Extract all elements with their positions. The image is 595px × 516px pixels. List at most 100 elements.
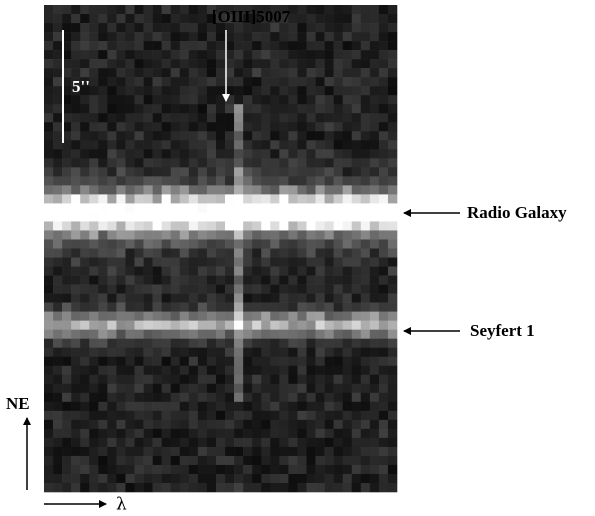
pixel [197,401,208,412]
pixel [360,248,371,258]
pixel [188,140,199,150]
pixel [378,428,389,439]
pixel [225,14,235,24]
pixel [360,176,371,186]
pixel [170,302,181,312]
pixel [324,401,334,412]
pixel [107,158,117,168]
pixel [279,32,289,42]
pixel [197,248,208,258]
pixel [360,113,371,123]
pixel [378,284,389,294]
pixel [170,230,181,240]
pixel [134,122,144,132]
pixel [360,86,371,96]
pixel [53,14,63,24]
pixel [252,401,262,412]
pixel [80,266,90,276]
pixel [387,14,398,24]
pixel [80,23,90,33]
pixel [342,473,353,484]
pixel [116,122,126,132]
pixel [261,302,271,312]
pixel [297,41,307,51]
pixel [143,428,153,439]
pixel [62,275,72,285]
pixel [197,464,208,475]
pixel [252,113,262,123]
dispersion-label: λ [116,495,127,515]
pixel [342,32,353,42]
pixel [324,23,334,33]
pixel [98,131,108,141]
pixel [71,401,81,412]
pixel [89,239,99,249]
pixel [152,464,162,475]
pixel [360,149,371,159]
pixel [161,293,172,303]
pixel [125,185,135,195]
pixel [324,167,334,177]
pixel [161,365,172,376]
pixel [270,419,280,430]
pixel [225,194,235,204]
pixel [143,59,153,69]
pixel [351,248,362,258]
pixel [378,23,389,33]
pixel [62,131,72,141]
pixel [234,239,244,249]
pixel [225,410,235,421]
pixel [62,50,72,60]
pixel [71,230,81,240]
pixel [188,221,199,231]
pixel [143,77,153,87]
pixel [107,167,117,177]
pixel [116,329,126,339]
pixel [179,5,190,15]
pixel [387,275,398,285]
pixel [179,356,190,367]
pixel [89,230,99,240]
pixel [243,302,253,312]
pixel [324,347,334,358]
pixel [80,221,90,231]
pixel [107,77,117,87]
pixel [206,140,217,150]
pixel [297,68,307,78]
pixel [125,257,135,267]
pixel [360,428,371,439]
pixel [161,320,172,330]
pixel [62,14,72,24]
pixel [143,356,153,367]
pixel [125,464,135,475]
pixel [243,437,253,448]
pixel [351,86,362,96]
pixel [197,185,208,195]
pixel [252,194,262,204]
pixel [107,113,117,123]
pixel [62,437,72,448]
pixel [206,329,217,339]
pixel [71,248,81,258]
pixel [116,356,126,367]
pixel [116,266,126,276]
pixel [342,428,353,439]
pixel [315,464,325,475]
pixel [152,140,162,150]
pixel [369,338,380,349]
pixel [333,239,343,249]
pixel [143,347,153,358]
pixel [170,140,181,150]
pixel [179,266,190,276]
pixel [261,455,271,466]
pixel [116,347,126,358]
pixel [234,356,244,367]
pixel [342,59,353,69]
pixel [378,95,389,105]
pixel [288,365,298,376]
pixel [234,77,244,87]
pixel [98,185,108,195]
pixel [71,113,81,123]
pixel [125,140,135,150]
pixel [261,50,271,60]
